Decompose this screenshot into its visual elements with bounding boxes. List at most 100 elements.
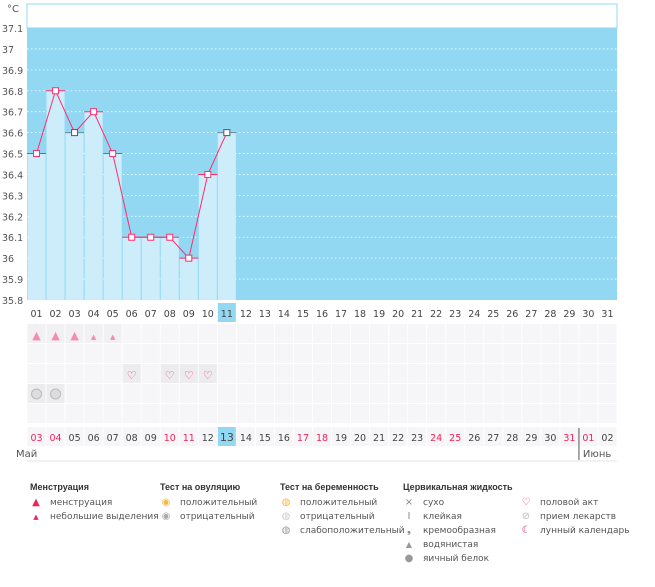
y-tick-label: 35.8 — [2, 296, 23, 307]
cycle-day-label: 05 — [107, 309, 119, 320]
cycle-day-label: 24 — [468, 309, 480, 320]
temperature-point — [147, 233, 155, 241]
calendar-cell — [122, 344, 141, 363]
temperature-bar — [198, 174, 217, 300]
calendar-cell — [465, 344, 484, 363]
calendar-cell — [122, 384, 141, 403]
temperature-bar — [179, 258, 198, 300]
cycle-day-label: 14 — [278, 309, 290, 320]
pregnancy-weak-icon: ◍ — [281, 525, 291, 536]
date-cell — [579, 427, 598, 446]
date-label: 31 — [563, 433, 575, 444]
calendar-cell-marked — [27, 324, 46, 343]
date-label: 15 — [259, 433, 271, 444]
temperature-bar — [160, 237, 179, 300]
calendar-cell — [255, 344, 274, 363]
calendar-cell — [274, 384, 293, 403]
calendar-cell — [198, 324, 217, 343]
calendar-cell — [522, 344, 541, 363]
calendar-cell — [293, 324, 312, 343]
y-tick-label: 36.7 — [2, 108, 23, 119]
temperature-point — [52, 87, 60, 95]
legend-title: Тест на овуляцию — [160, 482, 241, 492]
calendar-cell — [560, 324, 579, 343]
cycle-day-label: 16 — [316, 309, 328, 320]
date-cell — [198, 427, 217, 446]
date-cell — [484, 427, 503, 446]
temperature-point — [71, 129, 79, 137]
calendar-cell — [312, 404, 332, 423]
date-cell — [84, 427, 103, 446]
calendar-cell — [598, 404, 617, 423]
legend-ovulation: Тест на овуляцию ◉ положительный ◉ отрицат… — [160, 482, 257, 524]
calendar-cell — [332, 344, 351, 363]
cycle-day-label: 23 — [449, 309, 461, 320]
calendar-cell — [274, 404, 293, 423]
date-cell — [141, 427, 160, 446]
pregnancy-negative-icon: ◍ — [281, 511, 291, 522]
calendar-cell — [293, 384, 312, 403]
temperature-point — [33, 150, 41, 158]
calendar-cell-marked — [46, 324, 65, 343]
calendar-cell — [65, 404, 84, 423]
calendar-cell-marked — [160, 364, 179, 383]
drop-heavy-icon: ▲ — [32, 497, 40, 508]
cycle-day-label: 15 — [297, 309, 309, 320]
y-tick-label: 36.3 — [2, 191, 23, 202]
date-label: 19 — [335, 433, 347, 444]
date-label: 18 — [316, 433, 328, 444]
date-label: 11 — [183, 433, 195, 444]
calendar-cell — [541, 344, 560, 363]
calendar-cell — [332, 364, 351, 383]
calendar-cell — [255, 324, 274, 343]
calendar-cell — [503, 404, 522, 423]
date-cell — [427, 427, 446, 446]
calendar-cell — [522, 324, 541, 343]
calendar-cell — [160, 344, 179, 363]
calendar-cell — [274, 344, 293, 363]
legend-pregnancy: Тест на беременность ◍ положительный ◍ отр… — [280, 482, 405, 538]
calendar-cell — [217, 404, 236, 423]
date-cell — [465, 427, 484, 446]
cycle-day-label: 13 — [259, 309, 271, 320]
calendar-cell — [446, 324, 465, 343]
calendar-cell — [598, 384, 617, 403]
calendar-cell — [46, 344, 65, 363]
calendar-cell — [465, 364, 484, 383]
calendar-cell — [503, 364, 522, 383]
cycle-day-label: 03 — [69, 309, 81, 320]
cycle-day-label: 22 — [430, 309, 442, 320]
y-tick-label: 36.5 — [2, 150, 23, 161]
calendar-cell — [236, 324, 255, 343]
date-label: 08 — [126, 433, 138, 444]
calendar-cell — [484, 404, 503, 423]
legend-item: яичный белок — [423, 554, 490, 564]
calendar-cell — [122, 324, 141, 343]
watery-icon: ▲ — [405, 540, 413, 549]
calendar-cell — [389, 404, 408, 423]
calendar-cell — [598, 364, 617, 383]
cycle-day-label: 18 — [354, 309, 366, 320]
calendar-cell — [579, 364, 598, 383]
moon-icon: ☾ — [521, 525, 531, 536]
pill-icon: ⊘ — [521, 511, 531, 522]
calendar-cell — [179, 404, 198, 423]
date-cell — [255, 427, 274, 446]
calendar-cell — [236, 384, 255, 403]
date-label: 30 — [544, 433, 556, 444]
calendar-cell — [446, 384, 465, 403]
calendar-cell — [217, 344, 236, 363]
cycle-day-label: 29 — [563, 309, 575, 320]
calendar-cell — [389, 364, 408, 383]
date-label: 03 — [30, 433, 42, 444]
y-tick-label: 37 — [2, 45, 14, 56]
date-cell — [27, 427, 46, 446]
heart-icon: ♡ — [184, 369, 194, 382]
calendar-cell — [198, 344, 217, 363]
calendar-cell — [389, 344, 408, 363]
date-label: 28 — [506, 433, 518, 444]
date-label: 13 — [220, 431, 234, 444]
calendar-cell — [522, 384, 541, 403]
calendar-cell — [579, 344, 598, 363]
cycle-day-label: 02 — [50, 309, 62, 320]
